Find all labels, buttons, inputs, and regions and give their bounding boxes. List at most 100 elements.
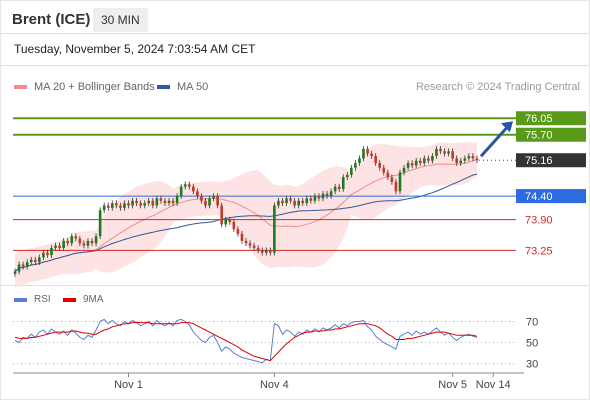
candle-body (281, 200, 284, 204)
candle (204, 197, 207, 209)
candle-body (370, 153, 373, 156)
candle (171, 197, 175, 206)
level-label-box (516, 189, 586, 204)
candle (277, 197, 280, 209)
candle (159, 195, 163, 204)
candle (252, 242, 256, 251)
candle-body (378, 163, 382, 168)
candle (151, 197, 155, 209)
candle-body (362, 148, 365, 159)
candle-body (54, 245, 57, 248)
rsi-label: RSI (34, 294, 51, 305)
header-divider (1, 33, 589, 34)
candle (240, 230, 244, 244)
rsi-swatch (14, 297, 27, 302)
candle (143, 200, 146, 209)
candle-body (38, 257, 41, 263)
candle-body (256, 247, 260, 251)
candle (187, 181, 191, 190)
candle (297, 197, 300, 209)
level-label-box (516, 111, 586, 126)
candle (21, 261, 25, 270)
candle (467, 153, 471, 162)
ma50-line (14, 173, 478, 272)
candle (54, 242, 57, 251)
candle-body (159, 198, 163, 201)
candle-body (147, 200, 151, 204)
candle (289, 195, 292, 204)
candle (62, 238, 65, 251)
candle-body (443, 151, 446, 154)
candle-body (358, 158, 361, 164)
candle (427, 155, 430, 164)
candle (313, 193, 317, 204)
candle (435, 146, 438, 159)
candle-body (301, 200, 305, 204)
candle (378, 160, 382, 171)
candle-body (220, 205, 223, 225)
candle (386, 169, 390, 181)
rsi-ma-line (14, 322, 478, 362)
candle (135, 197, 138, 206)
level-label-box (516, 153, 586, 168)
candle (305, 195, 309, 206)
candle-body (366, 148, 369, 154)
candle-body (74, 236, 78, 239)
level-label: 76.05 (525, 113, 553, 125)
candle-body (21, 264, 25, 267)
candle-body (110, 203, 114, 208)
candle (309, 195, 313, 204)
legend-bollinger: MA 20 + Bollinger Bands (14, 81, 155, 93)
candle (220, 202, 223, 228)
x-tick-label: Nov 14 (476, 379, 511, 391)
datetime-label: Tuesday, November 5, 2024 7:03:54 AM CET (14, 42, 256, 56)
x-tick-label: Nov 4 (260, 379, 289, 391)
candle-body (240, 233, 244, 241)
candle-body (228, 219, 232, 223)
candle-body (309, 198, 313, 201)
candle-body (13, 271, 17, 274)
candle-body (86, 240, 90, 246)
candle (439, 146, 442, 155)
ma9-label: 9MA (83, 294, 104, 305)
candle-body (212, 196, 215, 199)
candle (394, 179, 398, 195)
candle (224, 216, 228, 228)
candle-body (329, 191, 333, 197)
candle (402, 164, 406, 176)
candle-body (106, 205, 110, 208)
candle-body (123, 203, 126, 208)
candle (337, 183, 341, 192)
candle (212, 193, 215, 202)
candle-body (204, 200, 207, 206)
candle (25, 259, 29, 270)
candle-body (171, 200, 175, 204)
candle (236, 226, 240, 237)
candle (418, 157, 422, 166)
candle (17, 261, 21, 275)
candle (317, 193, 321, 202)
candle-body (398, 172, 402, 192)
candle-body (260, 250, 264, 253)
timeframe-button[interactable]: 30 MIN (93, 8, 148, 32)
candle-body (305, 198, 309, 204)
candle-body (135, 200, 138, 204)
candle (179, 183, 183, 199)
forecast-arrow-head (501, 121, 513, 133)
candle-body (58, 245, 61, 248)
candle (443, 148, 446, 157)
candle (447, 148, 450, 157)
candle (82, 240, 86, 249)
candle (264, 247, 268, 256)
candle-body (62, 240, 65, 248)
candle-body (463, 158, 467, 161)
candle (398, 169, 402, 195)
candle-body (467, 155, 471, 159)
candle-body (224, 219, 228, 225)
candle (46, 249, 49, 258)
candle (66, 238, 70, 247)
candle (232, 219, 236, 232)
candle-body (119, 205, 122, 208)
candle (451, 148, 454, 162)
